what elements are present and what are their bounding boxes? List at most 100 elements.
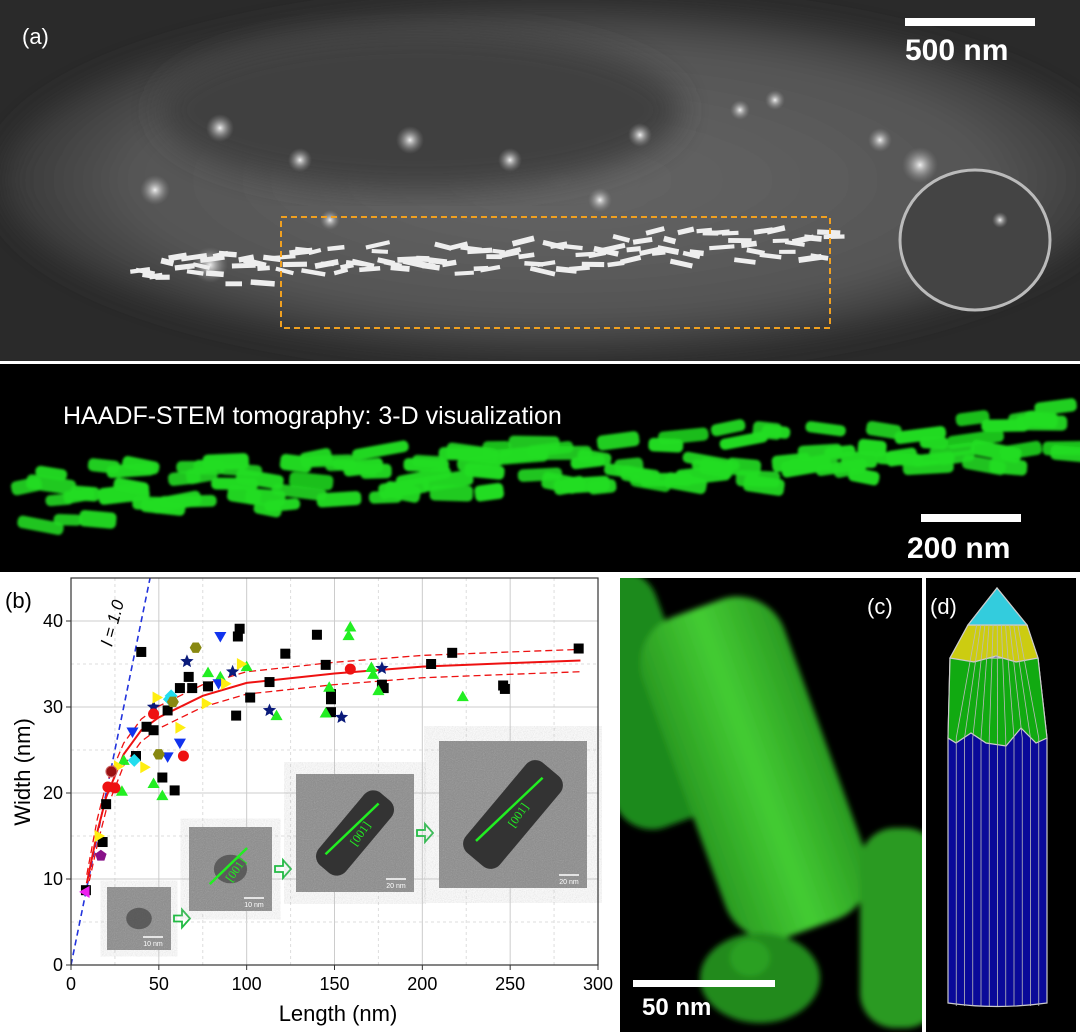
x-tick-label: 100: [232, 974, 262, 994]
magnetosome: [626, 246, 641, 253]
data-point-star: [180, 654, 194, 668]
magnetosome: [205, 270, 224, 278]
x-axis-label: Length (nm): [279, 1001, 398, 1026]
magnetosome: [250, 279, 275, 287]
magnetosome: [620, 254, 642, 265]
rod-render: [464, 462, 505, 480]
nanoparticle-rod: [640, 596, 870, 940]
data-point-square: [141, 721, 152, 732]
magnetosome: [721, 230, 739, 236]
fit-lower-band: [86, 671, 581, 893]
rod-render: [360, 463, 392, 479]
magnetosome: [320, 261, 334, 267]
magnetosome: [759, 252, 782, 260]
tem-inset: [001]20 nm: [296, 774, 414, 892]
magnetosome: [257, 265, 270, 272]
magnetosome: [225, 281, 243, 287]
data-point-star: [146, 700, 161, 713]
x-tick-label: 250: [495, 974, 525, 994]
magnetosome: [448, 241, 469, 251]
rod-render: [1034, 398, 1077, 416]
tem-inset: 10 nm: [107, 887, 171, 950]
inset-scale-label: 10 nm: [143, 941, 163, 948]
rod-render: [946, 429, 1004, 449]
data-point-triangle-up: [456, 690, 469, 702]
data-point-square: [264, 677, 275, 688]
data-point-square: [320, 659, 331, 670]
y-tick-label: 0: [53, 955, 63, 975]
rod-render: [989, 458, 1028, 476]
rod-render: [865, 421, 902, 440]
data-point-triangle-down: [161, 752, 174, 763]
tem-inset: [001]20 nm: [439, 741, 587, 888]
rod-render: [955, 410, 990, 427]
data-point-triangle-down: [126, 727, 139, 738]
data-point-triangle-up: [156, 789, 169, 801]
magnetosome: [779, 249, 796, 254]
region-of-interest-box: [280, 216, 831, 329]
data-point-circle: [109, 782, 121, 794]
magnetosome-3d-closeup: [620, 578, 922, 1028]
magnetosome: [733, 257, 756, 265]
magnetosome: [639, 246, 661, 256]
data-point-triangle-right: [236, 657, 248, 671]
rod-render: [113, 477, 150, 496]
data-point-star: [375, 661, 389, 674]
panel-b-chart: 10 nm [001] 10 nm [001] 20 nm [001] 20 nm 0 50 1…: [0, 575, 615, 1032]
rod-render: [761, 424, 791, 439]
data-point-triangle-up: [367, 668, 380, 679]
data-point-diamond: [127, 753, 141, 767]
vesicle: [628, 123, 652, 147]
rod-render: [35, 465, 68, 481]
magnetosome: [390, 264, 410, 272]
magnetosome: [632, 236, 653, 245]
data-point-triangle-up: [270, 709, 283, 721]
data-point-square: [325, 707, 336, 718]
data-point-hexagon: [189, 642, 202, 653]
magnetosome: [581, 261, 605, 268]
y-tick-label: 10: [43, 869, 63, 889]
rod-render: [316, 491, 362, 508]
rod-render: [70, 485, 100, 502]
magnetosome: [689, 249, 704, 257]
scale-bar: [905, 18, 1035, 26]
vesicle: [140, 175, 170, 205]
rod-render: [657, 427, 709, 445]
data-point-triangle-up: [240, 660, 253, 672]
magnetosome: [359, 266, 381, 273]
magnetosome: [308, 247, 322, 256]
data-point-triangle-right: [94, 829, 106, 843]
magnetosome: [645, 226, 665, 236]
rod-render: [412, 454, 445, 469]
rod-render: [1024, 411, 1059, 429]
direction-arrow: [324, 802, 380, 856]
data-point-square: [183, 671, 194, 682]
magnetosome: [663, 235, 677, 245]
rod-render: [710, 419, 746, 437]
data-point-square: [426, 659, 437, 669]
rod-render: [352, 440, 409, 461]
data-point-triangle-right: [221, 677, 232, 690]
data-point-square: [231, 710, 242, 721]
direction-arrow: [475, 776, 544, 842]
magnetosome: [511, 235, 535, 247]
data-point-square: [447, 647, 458, 658]
rod-render: [474, 482, 505, 502]
rod-render: [79, 510, 117, 529]
vesicle: [396, 126, 424, 154]
data-point-square: [378, 683, 389, 694]
data-point-triangle-up: [344, 621, 357, 632]
magnetosome: [682, 250, 701, 260]
data-point-square: [174, 683, 185, 694]
rod-render: [743, 474, 785, 496]
magnetosome: [351, 258, 375, 269]
rod-render: [919, 436, 949, 449]
rod-render: [288, 471, 334, 491]
data-point-triangle-right: [140, 761, 151, 774]
magnetosome: [294, 246, 310, 254]
vesicle: [868, 128, 892, 152]
magnetosome: [728, 237, 752, 244]
vacuole: [898, 168, 1052, 312]
vesicle: [765, 90, 785, 110]
y-tick-label: 30: [43, 697, 63, 717]
